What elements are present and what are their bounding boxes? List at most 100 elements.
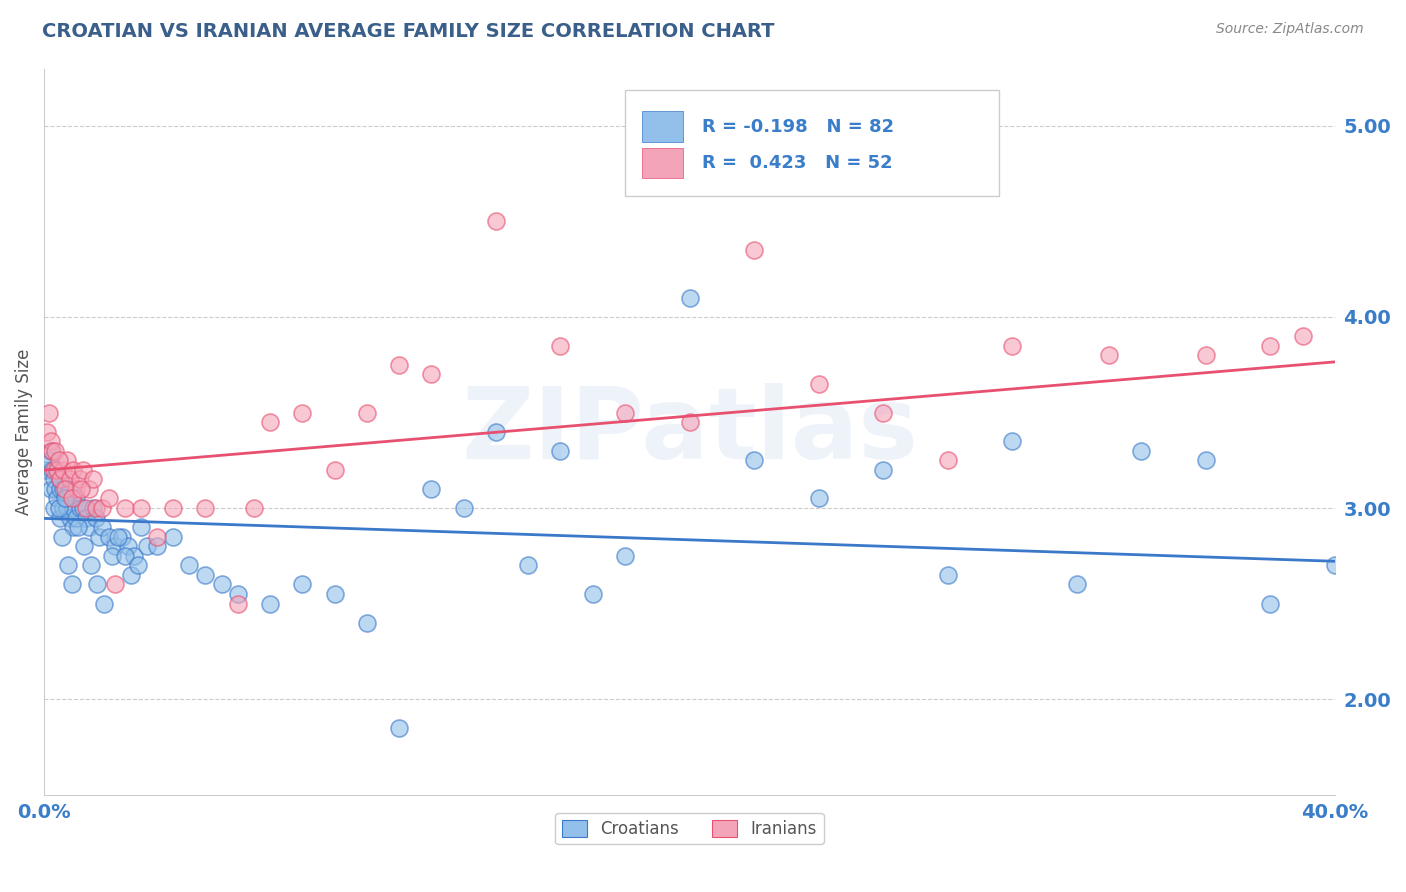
Point: [678, 291, 700, 305]
Point: [86, 577, 108, 591]
Point: [46, 491, 69, 506]
Point: [936, 453, 959, 467]
Legend: Croatians, Iranians: Croatians, Iranians: [555, 813, 824, 845]
Point: [104, 577, 127, 591]
Point: [62, 520, 84, 534]
Point: [84, 501, 107, 516]
Point: [53, 491, 76, 506]
Point: [1098, 348, 1121, 362]
Point: [453, 501, 475, 516]
Point: [60, 577, 83, 591]
Point: [46, 463, 69, 477]
Point: [39, 434, 62, 449]
Point: [1260, 597, 1282, 611]
Point: [124, 549, 146, 563]
Text: R =  0.423   N = 52: R = 0.423 N = 52: [703, 154, 893, 172]
Point: [1130, 443, 1153, 458]
Point: [807, 491, 830, 506]
Point: [37, 425, 59, 439]
Point: [582, 587, 605, 601]
Point: [52, 463, 75, 477]
Point: [485, 214, 508, 228]
Point: [69, 501, 91, 516]
Point: [91, 520, 114, 534]
Point: [114, 549, 136, 563]
Point: [59, 482, 82, 496]
Point: [39, 443, 62, 458]
Point: [82, 472, 104, 486]
FancyBboxPatch shape: [626, 90, 1000, 195]
Point: [72, 463, 94, 477]
Point: [59, 472, 82, 486]
Point: [104, 539, 127, 553]
Text: ZIPatlas: ZIPatlas: [461, 383, 918, 480]
Point: [48, 501, 70, 516]
Point: [146, 530, 169, 544]
Point: [53, 482, 76, 496]
Point: [485, 425, 508, 439]
Text: R = -0.198   N = 82: R = -0.198 N = 82: [703, 118, 894, 136]
Point: [211, 577, 233, 591]
Point: [75, 501, 97, 516]
Point: [97, 491, 120, 506]
Point: [614, 549, 637, 563]
Point: [44, 443, 66, 458]
Point: [80, 558, 103, 573]
Point: [678, 415, 700, 429]
Point: [226, 587, 249, 601]
Point: [62, 463, 84, 477]
Point: [388, 721, 411, 735]
Point: [117, 539, 139, 553]
Point: [70, 482, 93, 496]
Point: [1195, 348, 1218, 362]
Point: [1001, 338, 1024, 352]
Point: [65, 491, 87, 506]
Point: [84, 510, 107, 524]
Point: [65, 482, 87, 496]
Point: [55, 501, 77, 516]
Point: [51, 530, 73, 544]
Point: [52, 501, 75, 516]
Point: [127, 558, 149, 573]
Point: [420, 482, 443, 496]
Point: [1323, 558, 1346, 573]
Point: [59, 510, 82, 524]
Point: [936, 568, 959, 582]
Point: [42, 472, 65, 486]
Point: [323, 587, 346, 601]
Point: [65, 510, 87, 524]
Point: [614, 405, 637, 419]
Point: [1291, 329, 1313, 343]
Y-axis label: Average Family Size: Average Family Size: [15, 349, 32, 515]
Point: [807, 376, 830, 391]
Point: [49, 510, 72, 524]
Point: [69, 472, 91, 486]
Point: [41, 443, 63, 458]
Point: [146, 539, 169, 553]
Point: [129, 520, 152, 534]
Point: [1195, 453, 1218, 467]
Point: [388, 358, 411, 372]
FancyBboxPatch shape: [641, 112, 683, 142]
Point: [1066, 577, 1088, 591]
Point: [1260, 338, 1282, 352]
Point: [872, 463, 894, 477]
Point: [259, 415, 281, 429]
Point: [66, 520, 89, 534]
Point: [356, 615, 378, 630]
Point: [120, 568, 142, 582]
Point: [39, 482, 62, 496]
Text: CROATIAN VS IRANIAN AVERAGE FAMILY SIZE CORRELATION CHART: CROATIAN VS IRANIAN AVERAGE FAMILY SIZE …: [42, 22, 775, 41]
Point: [179, 558, 201, 573]
Point: [52, 482, 75, 496]
Point: [49, 472, 72, 486]
Point: [136, 539, 159, 553]
Point: [550, 338, 572, 352]
Point: [226, 597, 249, 611]
Point: [356, 405, 378, 419]
Point: [162, 530, 184, 544]
Point: [55, 453, 77, 467]
Point: [46, 463, 69, 477]
Point: [72, 501, 94, 516]
Point: [291, 577, 314, 591]
